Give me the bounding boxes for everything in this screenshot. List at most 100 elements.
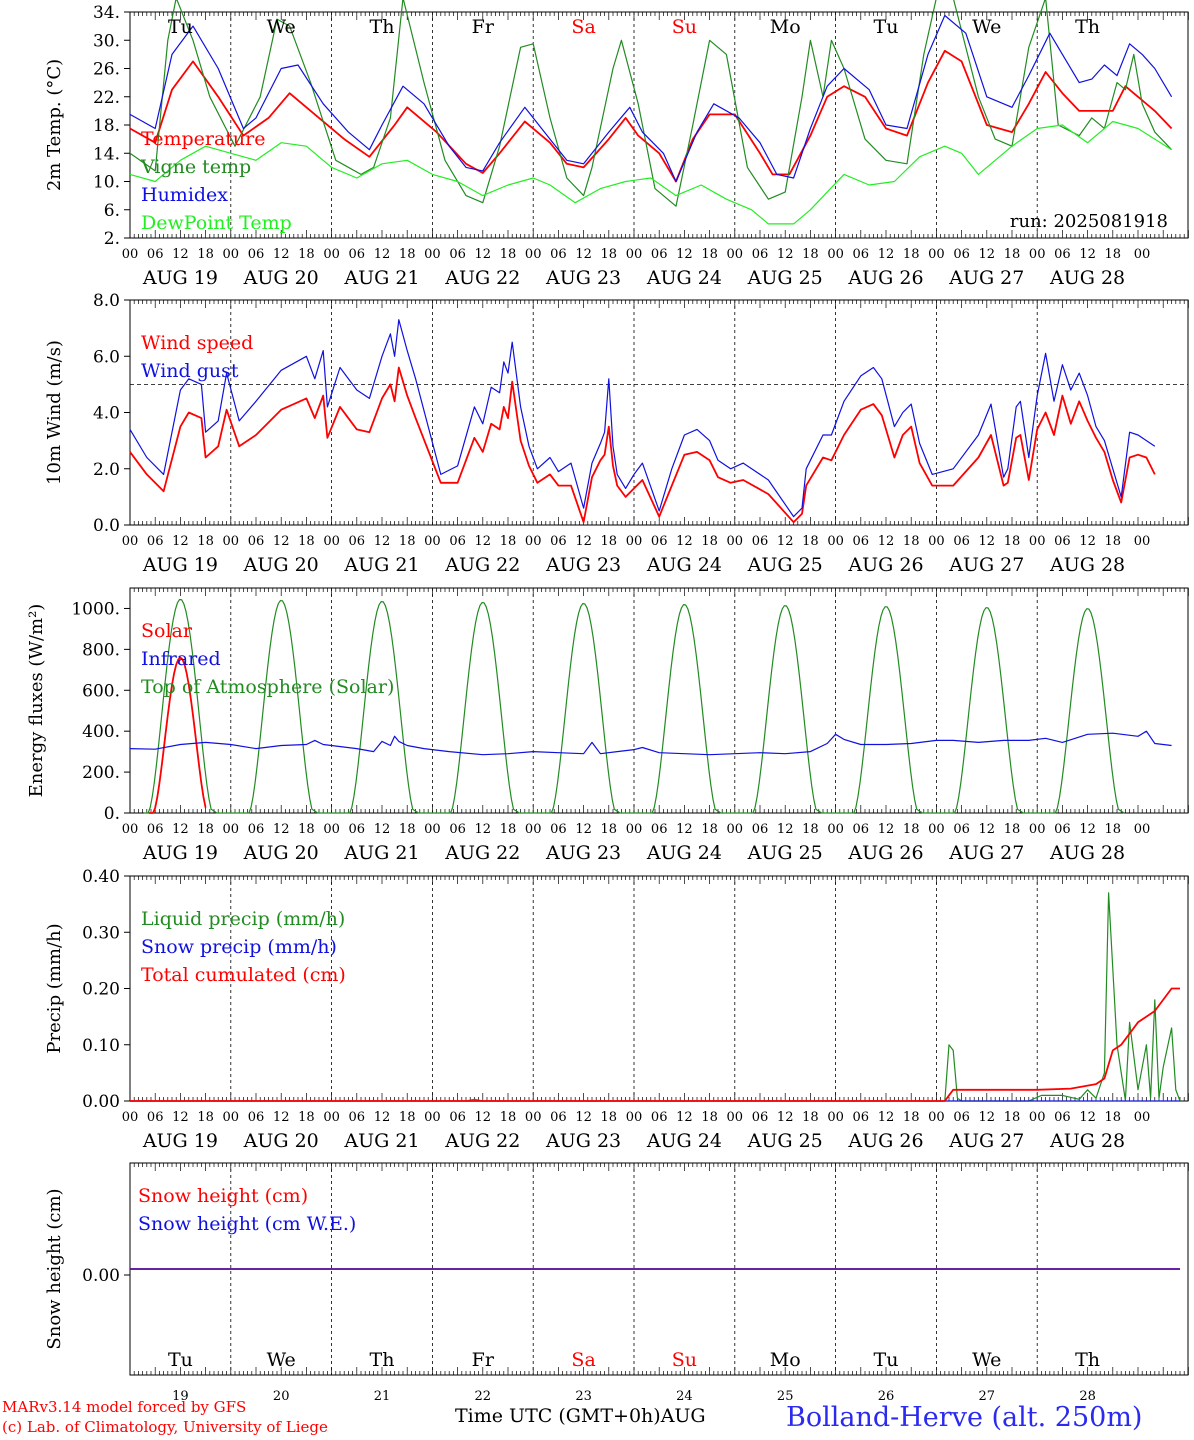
hour-tick-label: 12: [878, 822, 895, 837]
weekday-label: Su: [672, 1349, 697, 1371]
hour-tick-label: 00: [424, 1110, 441, 1125]
hour-tick-label: 00: [928, 247, 945, 262]
hour-tick-label: 18: [500, 822, 517, 837]
date-label: AUG 26: [847, 554, 923, 576]
hour-tick-label: 18: [701, 534, 718, 549]
hour-tick-label: 00: [1134, 1110, 1151, 1125]
date-label: AUG 23: [545, 554, 621, 576]
hour-tick-label: 18: [298, 1110, 315, 1125]
hour-tick-label: 06: [853, 247, 870, 262]
panel-frame: [129, 299, 1189, 526]
weekday-label: We: [267, 16, 296, 38]
hour-tick-label: 00: [223, 247, 240, 262]
date-label: AUG 28: [1049, 267, 1125, 289]
hour-tick-label: 12: [374, 1110, 391, 1125]
y-tick-label: 30.: [93, 31, 120, 51]
y-axis-title: 2m Temp. (°C): [44, 59, 65, 191]
weekday-label: Th: [370, 1349, 395, 1371]
station-name: Bolland-Herve (alt. 250m): [786, 1402, 1143, 1433]
date-label: AUG 21: [343, 554, 419, 576]
hour-tick-label: 00: [1029, 534, 1046, 549]
hour-tick-label: 06: [147, 247, 164, 262]
legend-entry: Infrared: [141, 648, 221, 670]
hour-tick-label: 06: [853, 534, 870, 549]
hour-tick-label: 06: [651, 247, 668, 262]
hour-tick-label: 12: [575, 822, 592, 837]
hour-tick-label: 00: [928, 822, 945, 837]
hour-tick-label: 06: [550, 247, 567, 262]
hour-tick-label: 18: [1004, 247, 1021, 262]
hour-tick-label: 06: [449, 1110, 466, 1125]
model-credit: MARv3.14 model forced by GFS: [2, 1398, 247, 1416]
hour-tick-label: 00: [727, 1110, 744, 1125]
date-label: AUG 24: [646, 554, 722, 576]
date-label: AUG 24: [646, 267, 722, 289]
hour-tick-label: 18: [1004, 534, 1021, 549]
hour-tick-label: 06: [449, 534, 466, 549]
hour-tick-label: 18: [903, 1110, 920, 1125]
hour-tick-label: 00: [1029, 1110, 1046, 1125]
hour-tick-label: 00: [424, 822, 441, 837]
date-label: AUG 20: [243, 267, 319, 289]
hour-tick-label: 00: [424, 534, 441, 549]
y-tick-label: 0.: [104, 804, 120, 824]
hour-tick-label: 00: [525, 247, 542, 262]
hour-tick-label: 12: [1079, 534, 1096, 549]
legend-entry: Humidex: [141, 184, 228, 206]
series-line-vigne-temp: [129, 0, 1173, 207]
hour-tick-label: 06: [349, 1110, 366, 1125]
day-number-label: 25: [777, 1389, 794, 1404]
hour-tick-label: 18: [399, 534, 416, 549]
hour-tick-label: 06: [248, 534, 265, 549]
hour-tick-label: 18: [802, 534, 819, 549]
legend-entry: Top of Atmosphere (Solar): [141, 676, 394, 698]
hour-tick-label: 18: [197, 247, 214, 262]
hour-tick-label: 06: [752, 247, 769, 262]
y-tick-label: 0.00: [82, 1092, 120, 1112]
series-line-liquid-precip-mm-h-: [130, 892, 1181, 1102]
hour-tick-label: 18: [298, 247, 315, 262]
legend-entry: Wind speed: [141, 332, 253, 354]
date-label: AUG 24: [646, 842, 722, 864]
y-axis-title: Energy fluxes (W/m²): [26, 604, 47, 798]
hour-tick-label: 00: [323, 247, 340, 262]
weekday-label: Tu: [874, 16, 899, 38]
date-label: AUG 25: [747, 842, 823, 864]
hour-tick-label: 12: [172, 534, 189, 549]
date-label: AUG 21: [343, 842, 419, 864]
hour-tick-label: 00: [626, 822, 643, 837]
panel-energy: [124, 587, 1189, 814]
hour-tick-label: 06: [1054, 534, 1071, 549]
legend-entry: Total cumulated (cm): [141, 964, 346, 986]
y-tick-label: 10.: [93, 173, 120, 193]
hour-tick-label: 00: [827, 247, 844, 262]
series-line-temperature: [129, 49, 1173, 183]
hour-tick-label: 12: [172, 822, 189, 837]
hour-tick-label: 12: [273, 1110, 290, 1125]
hour-tick-label: 06: [147, 1110, 164, 1125]
y-axis-title: Snow height (cm): [44, 1188, 65, 1349]
hour-tick-label: 00: [525, 1110, 542, 1125]
hour-tick-label: 00: [122, 822, 139, 837]
date-label: AUG 19: [142, 1130, 218, 1152]
hour-tick-label: 18: [601, 247, 618, 262]
hour-tick-label: 12: [979, 1110, 996, 1125]
hour-tick-label: 00: [223, 534, 240, 549]
weekday-label: Mo: [770, 16, 801, 38]
date-label: AUG 22: [444, 1130, 520, 1152]
date-label: AUG 27: [948, 267, 1024, 289]
hour-tick-label: 12: [475, 534, 492, 549]
y-tick-label: 26.: [93, 60, 120, 80]
date-label: AUG 19: [142, 267, 218, 289]
hour-tick-label: 00: [525, 822, 542, 837]
date-label: AUG 23: [545, 842, 621, 864]
hour-tick-label: 00: [827, 534, 844, 549]
hour-tick-label: 00: [928, 1110, 945, 1125]
y-tick-label: 18.: [93, 116, 120, 136]
hour-tick-label: 12: [475, 247, 492, 262]
hour-tick-label: 06: [651, 822, 668, 837]
weekday-label: Mo: [770, 1349, 801, 1371]
hour-tick-label: 06: [953, 1110, 970, 1125]
date-label: AUG 23: [545, 1130, 621, 1152]
hour-tick-label: 18: [500, 1110, 517, 1125]
